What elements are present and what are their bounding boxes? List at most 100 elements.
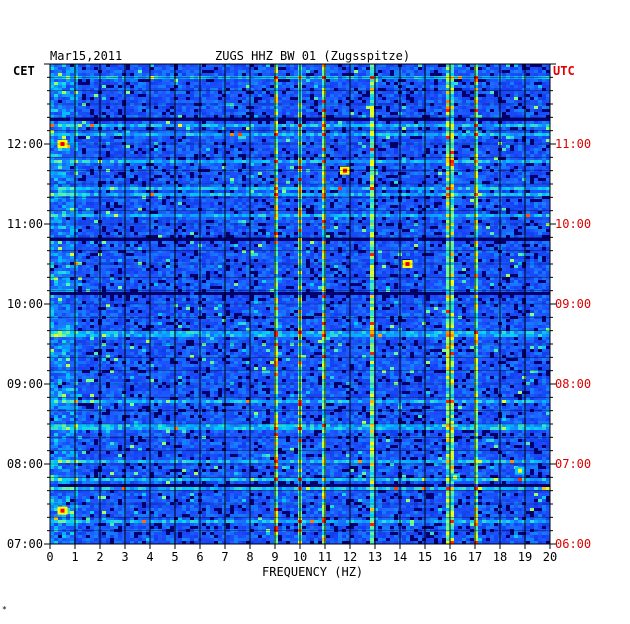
heatmap-cell	[414, 106, 418, 109]
heatmap-cell	[286, 130, 290, 133]
heatmap-cell	[474, 184, 478, 187]
heatmap-cell	[306, 121, 310, 124]
heatmap-cell	[454, 115, 458, 118]
heatmap-cell	[330, 124, 334, 127]
heatmap-cell	[442, 103, 446, 106]
heatmap-cell	[490, 124, 494, 127]
heatmap-cell	[274, 127, 278, 130]
heatmap-cell	[134, 94, 138, 97]
heatmap-cell	[442, 166, 446, 169]
heatmap-cell	[54, 100, 58, 103]
heatmap-cell	[154, 109, 158, 112]
heatmap-cell	[310, 193, 314, 196]
date-label: Mar15,2011	[50, 49, 123, 63]
heatmap-cell	[318, 133, 322, 136]
heatmap-cell	[386, 163, 390, 166]
heatmap-cell	[318, 82, 322, 85]
heatmap-cell	[370, 190, 374, 193]
heatmap-cell	[430, 178, 434, 181]
heatmap-cell	[454, 94, 458, 97]
heatmap-cell	[514, 163, 518, 166]
heatmap-cell	[438, 136, 442, 139]
heatmap-cell	[138, 157, 142, 160]
heatmap-cell	[94, 154, 98, 157]
heatmap-cell	[190, 121, 194, 124]
heatmap-cell	[546, 160, 550, 163]
heatmap-cell	[542, 136, 546, 139]
heatmap-cell	[326, 91, 330, 94]
heatmap-cell	[510, 94, 514, 97]
heatmap-cell	[202, 91, 206, 94]
heatmap-cell	[94, 109, 98, 112]
heatmap-cell	[126, 94, 130, 97]
heatmap-cell	[430, 70, 434, 73]
heatmap-cell	[338, 145, 342, 148]
heatmap-cell	[222, 85, 226, 88]
heatmap-cell	[222, 178, 226, 181]
heatmap-cell	[246, 148, 250, 151]
heatmap-cell	[122, 130, 126, 133]
heatmap-cell	[426, 190, 430, 193]
heatmap-cell	[334, 121, 338, 124]
heatmap-cell	[62, 166, 66, 169]
heatmap-cell	[458, 70, 462, 73]
heatmap-cell	[182, 145, 186, 148]
heatmap-cell	[70, 82, 74, 85]
heatmap-cell	[354, 79, 358, 82]
heatmap-cell	[410, 151, 414, 154]
heatmap-cell	[430, 184, 434, 187]
heatmap-cell	[266, 79, 270, 82]
heatmap-cell	[450, 151, 454, 154]
heatmap-cell	[430, 91, 434, 94]
heatmap-cell	[218, 64, 222, 67]
heatmap-cell	[438, 175, 442, 178]
heatmap-cell	[490, 70, 494, 73]
heatmap-cell	[50, 187, 54, 190]
heatmap-cell	[470, 85, 474, 88]
heatmap-cell	[522, 112, 526, 115]
heatmap-cell	[466, 127, 470, 130]
heatmap-cell	[170, 154, 174, 157]
heatmap-cell	[162, 91, 166, 94]
heatmap-cell	[494, 124, 498, 127]
heatmap-cell	[258, 160, 262, 163]
heatmap-cell	[322, 73, 326, 76]
heatmap-cell	[358, 166, 362, 169]
heatmap-cell	[294, 124, 298, 127]
heatmap-cell	[254, 166, 258, 169]
heatmap-cell	[462, 142, 466, 145]
heatmap-cell	[226, 127, 230, 130]
heatmap-cell	[146, 109, 150, 112]
heatmap-cell	[274, 190, 278, 193]
heatmap-cell	[206, 73, 210, 76]
heatmap-cell	[414, 133, 418, 136]
heatmap-cell	[286, 67, 290, 70]
heatmap-cell	[178, 91, 182, 94]
heatmap-cell	[234, 178, 238, 181]
heatmap-cell	[134, 190, 138, 193]
heatmap-cell	[314, 160, 318, 163]
heatmap-cell	[406, 151, 410, 154]
heatmap-cell	[438, 109, 442, 112]
heatmap-cell	[382, 94, 386, 97]
heatmap-cell	[314, 82, 318, 85]
heatmap-cell	[430, 193, 434, 196]
heatmap-cell	[334, 154, 338, 157]
heatmap-cell	[50, 151, 54, 154]
heatmap-cell	[362, 103, 366, 106]
heatmap-cell	[190, 148, 194, 151]
heatmap-cell	[130, 136, 134, 139]
heatmap-cell	[462, 133, 466, 136]
heatmap-cell	[502, 127, 506, 130]
heatmap-cell	[290, 193, 294, 196]
heatmap-cell	[274, 187, 278, 190]
heatmap-cell	[266, 154, 270, 157]
heatmap-cell	[86, 193, 90, 196]
heatmap-cell	[342, 187, 346, 190]
heatmap-cell	[174, 70, 178, 73]
heatmap-cell	[210, 109, 214, 112]
heatmap-cell	[54, 142, 58, 145]
heatmap-cell	[238, 73, 242, 76]
heatmap-cell	[442, 121, 446, 124]
heatmap-cell	[290, 112, 294, 115]
